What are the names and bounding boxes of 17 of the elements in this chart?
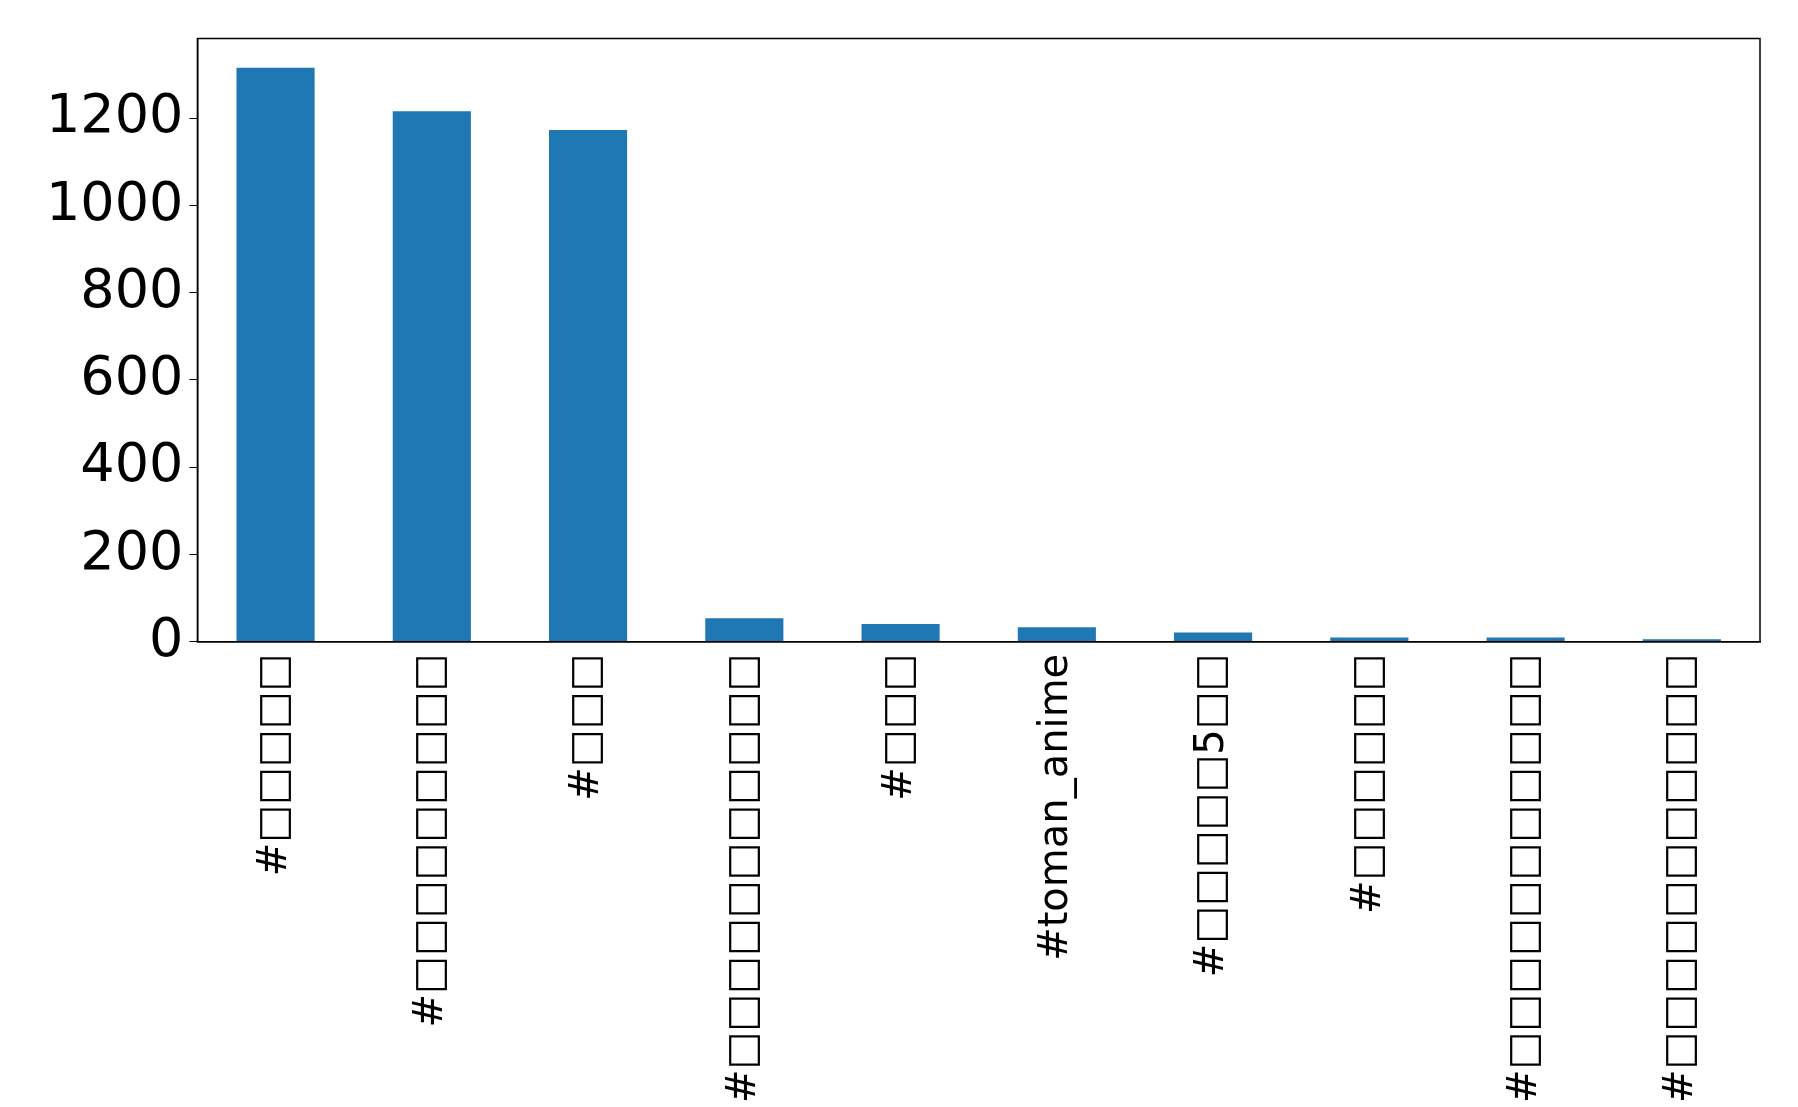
y-tick-label: 0 bbox=[149, 605, 184, 669]
y-tick-label: 1000 bbox=[45, 169, 184, 233]
y-tick-label: 600 bbox=[80, 344, 184, 408]
x-tick-label: #□□□□□□□□□□□ bbox=[1499, 653, 1545, 1104]
x-tick-label: #□□□□□□□□□ bbox=[405, 653, 452, 1028]
x-tick-label: #□□□ bbox=[561, 653, 608, 801]
y-tick-label: 400 bbox=[80, 431, 184, 495]
y-tick-label: 800 bbox=[80, 256, 184, 320]
x-tick-label: #□□□□□□ bbox=[1342, 653, 1389, 915]
x-tick-label: #□□□□□□□□□□□ bbox=[717, 653, 764, 1104]
x-tick-label: #□□□□□ bbox=[248, 653, 295, 877]
x-tick-label: #□□□□□□□□□□□ bbox=[1655, 653, 1702, 1104]
y-tick-label: 200 bbox=[80, 518, 184, 582]
x-tick-label: #toman_anime bbox=[1030, 653, 1078, 961]
y-tick-label: 1200 bbox=[45, 82, 184, 146]
x-tick-label: #□□□□□5□□ bbox=[1186, 653, 1233, 978]
x-tick-label: #□□□ bbox=[873, 653, 920, 801]
